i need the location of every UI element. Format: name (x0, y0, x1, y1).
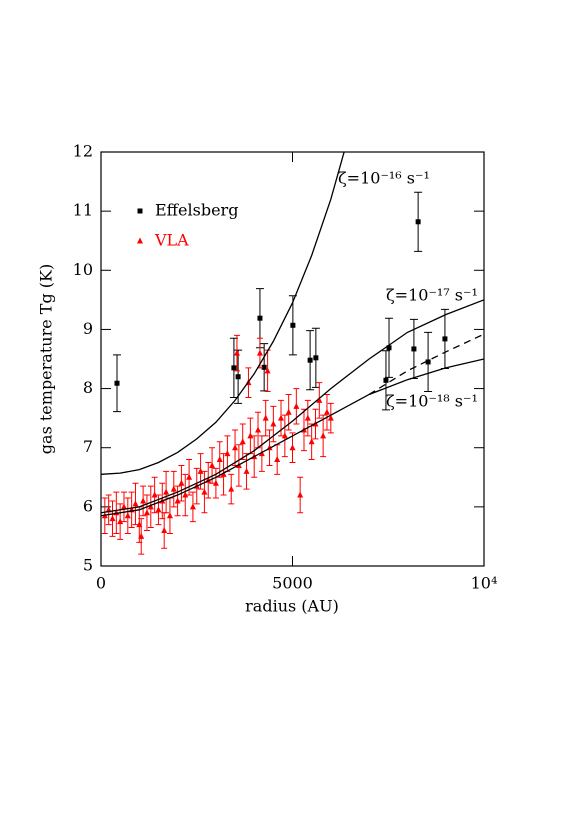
data-point (189, 503, 196, 510)
y-tick-label: 12 (73, 142, 93, 161)
data-point (114, 380, 120, 386)
data-point (109, 515, 116, 522)
data-point (308, 438, 315, 445)
model-curve (101, 152, 345, 475)
data-point (415, 219, 421, 225)
plot-area (101, 152, 484, 555)
data-point (264, 367, 271, 374)
data-point (307, 357, 313, 363)
data-point (161, 527, 168, 534)
data-point (138, 532, 145, 539)
data-point (155, 506, 162, 513)
data-point (386, 345, 392, 351)
data-point (132, 500, 139, 507)
x-axis-label: radius (AU) (245, 597, 339, 616)
data-point (228, 485, 235, 492)
curve-annotation: ζ=10⁻¹⁷ s⁻¹ (386, 286, 478, 305)
data-point (186, 473, 193, 480)
legend-marker (137, 208, 143, 214)
data-point (163, 488, 170, 495)
data-point (256, 349, 263, 356)
data-point (233, 349, 240, 356)
legend-label: VLA (154, 231, 189, 250)
y-tick-label: 11 (73, 201, 93, 220)
data-point (290, 322, 296, 328)
data-point (143, 509, 150, 516)
data-point (178, 479, 185, 486)
data-point (239, 438, 246, 445)
data-point (270, 420, 277, 427)
data-point (182, 491, 189, 498)
data-point (327, 414, 334, 421)
data-point (247, 432, 254, 439)
data-point (261, 364, 267, 370)
y-tick-label: 8 (83, 378, 93, 397)
data-point (425, 359, 431, 365)
data-point (117, 518, 124, 525)
x-tick-label: 10⁴ (471, 574, 498, 593)
data-point (201, 488, 208, 495)
data-point (278, 414, 285, 421)
model-curve (101, 299, 484, 514)
y-tick-label: 9 (83, 319, 93, 338)
data-point (383, 377, 389, 383)
data-point (316, 396, 323, 403)
curve-annotation: ζ=10⁻¹⁸ s⁻¹ (386, 392, 478, 411)
data-point (285, 408, 292, 415)
model-curve (101, 358, 484, 517)
data-point (216, 456, 223, 463)
data-point (231, 365, 237, 371)
data-point (255, 426, 262, 433)
curve-annotation: ζ=10⁻¹⁶ s⁻¹ (338, 169, 430, 188)
data-point (313, 355, 319, 361)
y-tick-label: 5 (83, 556, 93, 575)
legend-marker (137, 237, 143, 244)
data-point (442, 336, 448, 342)
data-point (293, 402, 300, 409)
data-point (411, 346, 417, 352)
data-point (243, 467, 250, 474)
data-point (124, 512, 131, 519)
x-tick-label: 5000 (272, 574, 313, 593)
data-point (147, 503, 154, 510)
data-point (274, 456, 281, 463)
data-point (209, 461, 216, 468)
y-tick-label: 6 (83, 496, 93, 515)
data-point (323, 408, 330, 415)
data-point (235, 374, 241, 380)
data-point (140, 497, 147, 504)
data-point (304, 414, 311, 421)
y-axis-label: gas temperature Tg (K) (37, 264, 56, 454)
data-point (166, 512, 173, 519)
data-point (212, 479, 219, 486)
model-curve (368, 333, 484, 396)
data-point (224, 450, 231, 457)
data-point (262, 414, 269, 421)
data-point (174, 497, 181, 504)
data-point (297, 491, 304, 498)
legend-label: Effelsberg (155, 201, 238, 220)
data-point (232, 444, 239, 451)
data-point (120, 503, 127, 510)
data-point (320, 432, 327, 439)
data-point (281, 432, 288, 439)
x-tick-label: 0 (96, 574, 106, 593)
data-point (289, 444, 296, 451)
y-tick-label: 7 (83, 437, 93, 456)
y-tick-label: 10 (73, 260, 93, 279)
data-point (197, 467, 204, 474)
data-point (170, 485, 177, 492)
data-point (151, 491, 158, 498)
data-point (257, 315, 263, 321)
